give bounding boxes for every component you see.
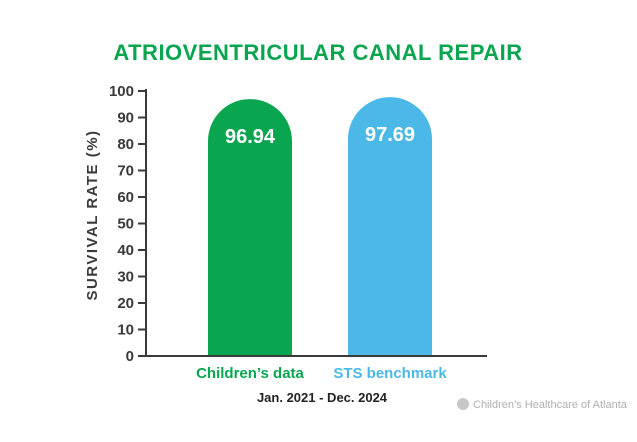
branding: Children’s Healthcare of Atlanta (457, 398, 628, 411)
chart-subtitle: Jan. 2021 - Dec. 2024 (257, 390, 388, 405)
y-tick-label: 10 (117, 322, 134, 339)
y-tick-label: 0 (126, 348, 134, 365)
y-axis: 0 10 20 30 40 50 60 70 80 90 100 (109, 83, 147, 365)
y-tick-label: 30 (117, 269, 134, 286)
bar-value-label: 97.69 (365, 124, 415, 146)
bars: 96.94 97.69 (208, 97, 432, 356)
y-tick-label: 100 (109, 83, 134, 100)
y-tick-label: 60 (117, 189, 134, 206)
y-tick-label: 50 (117, 216, 134, 233)
chart-title: ATRIOVENTRICULAR CANAL REPAIR (113, 40, 522, 65)
y-tick-label: 90 (117, 110, 134, 127)
x-axis: Children’s data STS benchmark (146, 355, 487, 382)
x-category-label: Children’s data (196, 365, 304, 382)
bar (348, 97, 432, 356)
y-tick-label: 70 (117, 163, 134, 180)
cha-logo-icon (457, 398, 469, 410)
y-axis-label: SURVIVAL RATE (%) (84, 129, 101, 300)
x-category-label: STS benchmark (333, 365, 447, 382)
bar (208, 99, 292, 356)
y-tick-label: 80 (117, 136, 134, 153)
y-tick-label: 20 (117, 295, 134, 312)
bar-value-label: 96.94 (225, 126, 276, 148)
branding-text: Children’s Healthcare of Atlanta (473, 399, 628, 411)
y-tick-label: 40 (117, 242, 134, 259)
